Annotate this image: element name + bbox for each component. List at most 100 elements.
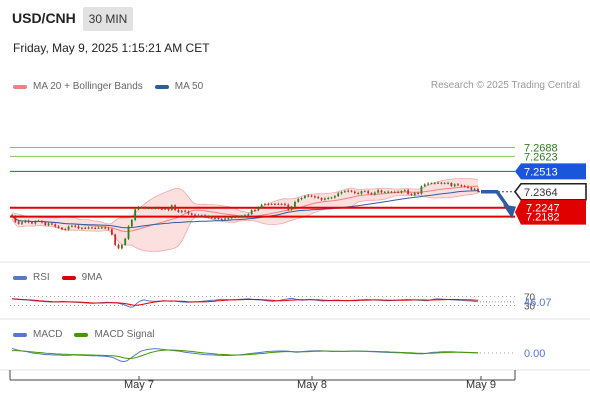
- candle: [104, 227, 107, 229]
- candle: [140, 207, 143, 209]
- candle: [313, 196, 316, 198]
- candle: [367, 191, 370, 194]
- candle: [227, 218, 230, 220]
- legend-swatch-ma50: [154, 84, 169, 89]
- candle: [280, 203, 283, 205]
- candle: [94, 227, 97, 229]
- ma50-line: [11, 190, 479, 229]
- candle: [427, 183, 429, 185]
- candle: [150, 208, 153, 210]
- candle: [71, 225, 73, 227]
- candle: [437, 182, 439, 184]
- candle: [447, 183, 449, 185]
- legend-label-rsi: RSI: [33, 272, 50, 283]
- candle: [157, 207, 160, 209]
- candle: [37, 221, 40, 222]
- candle: [317, 197, 320, 199]
- candle: [200, 215, 203, 217]
- candle: [450, 183, 453, 187]
- candle: [470, 187, 473, 190]
- candle: [410, 193, 413, 196]
- candle: [160, 208, 163, 210]
- last-price-tag: [514, 182, 587, 201]
- candle: [350, 190, 353, 192]
- candle: [430, 183, 433, 185]
- candle: [80, 227, 83, 229]
- candle: [307, 195, 310, 197]
- legend-label-9ma: 9MA: [81, 272, 103, 283]
- candle: [177, 210, 180, 213]
- candle: [320, 198, 323, 200]
- candle: [333, 196, 336, 198]
- candle: [147, 208, 150, 210]
- candle: [327, 198, 330, 200]
- candle: [343, 191, 346, 193]
- candle: [24, 221, 27, 223]
- candle: [17, 221, 20, 224]
- candle: [184, 210, 186, 212]
- candle: [477, 188, 479, 192]
- candle: [453, 184, 456, 187]
- candle: [154, 207, 157, 209]
- candle: [347, 190, 350, 192]
- candle: [164, 208, 167, 210]
- candle: [167, 208, 170, 211]
- candle: [100, 227, 103, 229]
- candle: [134, 209, 137, 220]
- candle: [47, 223, 50, 226]
- candle: [61, 227, 63, 230]
- candle: [294, 201, 296, 207]
- symbol-title: USD/CNH: [12, 10, 76, 26]
- x-tick-label: May 9: [466, 379, 496, 391]
- candle: [363, 191, 366, 193]
- candle: [397, 191, 400, 193]
- rsi-level-label: 30: [524, 301, 536, 312]
- timestamp: Friday, May 9, 2025 1:15:21 AM CET: [13, 41, 210, 55]
- candle: [214, 217, 216, 219]
- candle: [180, 210, 183, 213]
- rsi-level-label: 70: [524, 293, 536, 304]
- candle: [97, 227, 100, 229]
- candle: [284, 203, 286, 205]
- x-tick-label: May 8: [297, 379, 327, 391]
- candle: [220, 218, 223, 220]
- candle: [247, 214, 250, 216]
- candle: [57, 226, 60, 228]
- candle: [353, 191, 356, 193]
- candle: [64, 229, 67, 231]
- candle: [14, 216, 17, 222]
- legend-label-ma50: MA 50: [174, 81, 204, 92]
- candle: [237, 216, 240, 218]
- credit-text: Research © 2025 Trading Central: [430, 80, 580, 91]
- candle: [304, 196, 306, 199]
- candle: [120, 244, 123, 249]
- candle: [117, 244, 120, 249]
- interval-button[interactable]: 30 MIN: [83, 7, 133, 31]
- candle: [230, 217, 233, 219]
- candle: [473, 188, 476, 190]
- candle: [297, 199, 300, 202]
- candle: [224, 218, 226, 220]
- candle: [370, 193, 373, 195]
- candle: [114, 234, 117, 245]
- candle: [90, 227, 93, 229]
- candle: [41, 221, 43, 223]
- legend-label-macd-signal: MACD Signal: [94, 329, 155, 340]
- candle: [250, 210, 253, 215]
- candle: [417, 192, 419, 194]
- candle: [467, 186, 469, 188]
- candle: [420, 186, 423, 194]
- candle: [130, 219, 133, 227]
- support-label: 7.2182: [526, 212, 560, 224]
- candle: [27, 221, 30, 223]
- forecast-arrow: [481, 190, 511, 210]
- candle: [87, 227, 90, 229]
- pivot-label: 7.2513: [524, 166, 558, 178]
- last-price-label: 7.2364: [524, 187, 558, 199]
- forecast-arrowhead: [503, 204, 516, 219]
- candle: [254, 210, 256, 212]
- rsi-legend: RSI 9MA: [13, 272, 102, 283]
- resistance-label: 7.2623: [524, 151, 558, 163]
